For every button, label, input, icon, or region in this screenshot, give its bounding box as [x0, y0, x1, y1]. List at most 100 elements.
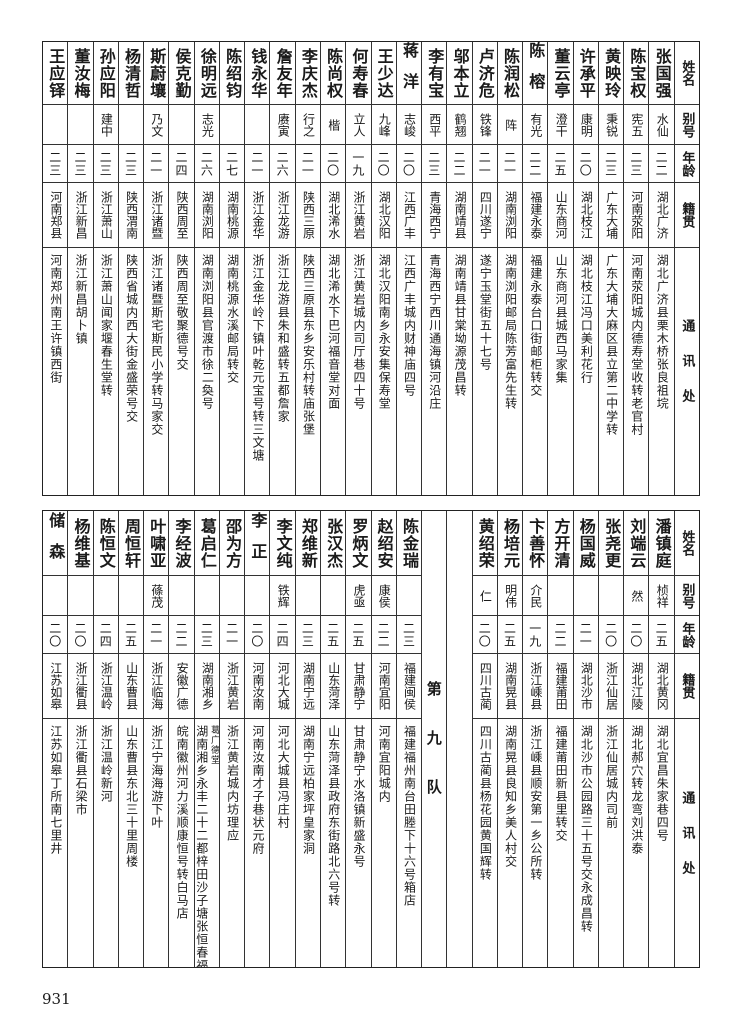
cell-address: 浙江金华岭下镇叶乾元宝号转三文塘 — [245, 248, 269, 495]
cell-origin: 湖南浏阳 — [194, 183, 219, 248]
cell-age: 二二 — [649, 145, 674, 183]
person-name: 罗炳文 — [349, 517, 369, 569]
person-age: 二一 — [300, 150, 315, 177]
person-origin: 浙江金华 — [250, 191, 265, 239]
person-age: 二一 — [249, 150, 264, 177]
header-label-origin: 籍贯 — [679, 673, 695, 699]
cell-origin: 山东菏泽 — [321, 654, 346, 719]
cell-origin: 湖北黄冈 — [649, 654, 674, 719]
cell-alias: 仁 — [472, 576, 497, 616]
person-age: 二四 — [174, 150, 189, 177]
cell-alias: 虎亟 — [346, 576, 371, 616]
cell-alias — [169, 576, 194, 616]
person-column: 董汝梅 二三 浙江新昌 浙江新昌胡卜镇 — [67, 42, 93, 495]
person-name: 李有宝 — [425, 47, 445, 99]
header-column: 姓名 别号 年龄 籍贯 通讯处 — [673, 42, 699, 495]
person-address: 河南宜阳城内 — [377, 725, 392, 803]
person-column: 张国强 水仙 二二 湖北广济 湖北广济县栗木桥张良祖垸 — [648, 42, 674, 495]
cell-address: 福建莆田新县里转交 — [548, 719, 572, 967]
cell-name: 储森 — [43, 511, 68, 576]
person-address: 浙江龙游县朱和盛转五都詹家 — [276, 254, 291, 423]
cell-alias — [118, 105, 144, 145]
person-column: 陈榕 有光 二二 福建永泰 福建永泰台口街邮柜转交 — [522, 42, 548, 495]
person-address: 湖北郝穴转龙弯刘洪泰 — [629, 725, 644, 855]
person-address: 浙江黄岩城内坊理应 — [225, 725, 240, 842]
cell-alias — [68, 105, 93, 145]
person-address: 福建福州南台田塍下十六号箱店 — [402, 725, 417, 907]
cell-age: 二〇 — [573, 145, 598, 183]
person-column: 潘镇庭 桢祥 二五 湖北黄冈 湖北宜昌朱家巷四号 — [648, 511, 674, 967]
person-name: 储森 — [46, 512, 66, 574]
person-name: 张国强 — [652, 47, 672, 99]
person-address: 河南荥阳城内德寿堂收转老官村 — [629, 254, 644, 436]
person-name: 邬本立 — [450, 47, 470, 99]
person-name: 王少达 — [374, 47, 394, 99]
person-alias: 蓧茂 — [149, 583, 164, 608]
cell-age: 二〇 — [598, 616, 624, 654]
cell-address: 福建永泰台口街邮柜转交 — [523, 248, 547, 495]
cell-origin: 福建闽侯 — [396, 654, 422, 719]
person-age: 二六 — [199, 150, 214, 177]
cell-age: 二〇 — [43, 616, 68, 654]
cell-alias — [295, 576, 321, 616]
person-column: 王少达 九峰 二〇 湖北汉阳 湖北汉阳南乡永安集保寿堂 — [370, 42, 396, 495]
cell-origin: 湖北汉阳 — [371, 183, 396, 248]
cell-alias: 楷 — [321, 105, 346, 145]
header-cell-alias: 别号 — [674, 576, 699, 616]
cell-address: 浙江诸暨斯宅斯民小学转马家交 — [144, 248, 168, 495]
cell-age: 二一 — [472, 145, 497, 183]
roster-table-top: 姓名 别号 年龄 籍贯 通讯处 张国强 水仙 二二 湖北广济 湖北广济县栗木桥张良祖垸 陈宝权 宪五二… — [42, 41, 700, 496]
cell-age: 二二 — [371, 616, 396, 654]
person-name: 卞善怀 — [526, 517, 546, 569]
person-age: 二二 — [527, 150, 542, 177]
cell-age: 二一 — [245, 145, 270, 183]
header-label-name: 姓名 — [679, 60, 695, 86]
cell-origin: 福建莆田 — [548, 654, 573, 719]
header-label-address: 通讯处 — [679, 790, 695, 896]
cell-alias — [573, 576, 598, 616]
person-address: 山东商河县城西马家集 — [554, 254, 569, 384]
cell-address: 湖北浠水下巴河福音堂对面 — [321, 248, 345, 495]
cell-age: 二五 — [548, 145, 573, 183]
person-age: 二〇 — [376, 150, 391, 177]
empty-cell — [447, 511, 471, 967]
cell-origin: 浙江新昌 — [68, 183, 93, 248]
person-alias: 行之 — [301, 112, 316, 137]
cell-address: 四川古蔺县杨花园黄国辉转 — [473, 719, 497, 967]
person-alias: 康明 — [579, 112, 594, 137]
cell-origin: 江苏如皋 — [43, 654, 68, 719]
cell-name: 罗炳文 — [346, 511, 371, 576]
cell-origin: 青海西宁 — [422, 183, 447, 248]
person-alias: 阵 — [503, 118, 518, 131]
person-age: 二七 — [224, 150, 239, 177]
header-label-age: 年龄 — [679, 150, 695, 177]
person-alias: 澄干 — [554, 112, 569, 137]
person-origin: 福建莆田 — [554, 662, 569, 710]
cell-address: 浙江黄岩城内坊理应 — [220, 719, 244, 967]
person-address: 浙江仙居城内司前 — [604, 725, 619, 829]
cell-origin: 浙江仙居 — [598, 654, 624, 719]
person-age: 二五 — [350, 621, 365, 648]
cell-address: 山东菏泽县政府东街路北六号转 — [321, 719, 345, 967]
cell-origin: 陕西渭南 — [118, 183, 144, 248]
person-name: 陈金瑞 — [399, 517, 419, 569]
cell-alias: 志峻 — [396, 105, 422, 145]
person-name: 卢济危 — [475, 47, 495, 99]
cell-name: 陈绍钧 — [219, 42, 245, 105]
person-address: 湖北汉阳南乡永安集保寿堂 — [377, 254, 392, 410]
cell-address: 湖北枝江冯口美利花行 — [574, 248, 598, 495]
cell-name: 孙应阳 — [93, 42, 118, 105]
cell-origin: 浙江诸暨 — [144, 183, 169, 248]
person-origin: 湖北黄冈 — [655, 662, 670, 710]
person-address: 皖南徽州河力溪顺康恒号转白马店 — [175, 725, 190, 920]
person-origin: 浙江温岭 — [99, 662, 114, 710]
person-origin: 江西广丰 — [402, 191, 417, 239]
person-name: 潘镇庭 — [652, 517, 672, 569]
person-name: 董云亭 — [551, 47, 571, 99]
cell-name: 侯克勤 — [169, 42, 194, 105]
person-age: 二三 — [603, 150, 618, 177]
cell-alias: 桢祥 — [649, 576, 674, 616]
cell-age: 二二 — [548, 616, 573, 654]
cell-origin: 四川遂宁 — [472, 183, 497, 248]
cell-address: 甘肃静宁水洛镇新盛永号 — [346, 719, 370, 967]
